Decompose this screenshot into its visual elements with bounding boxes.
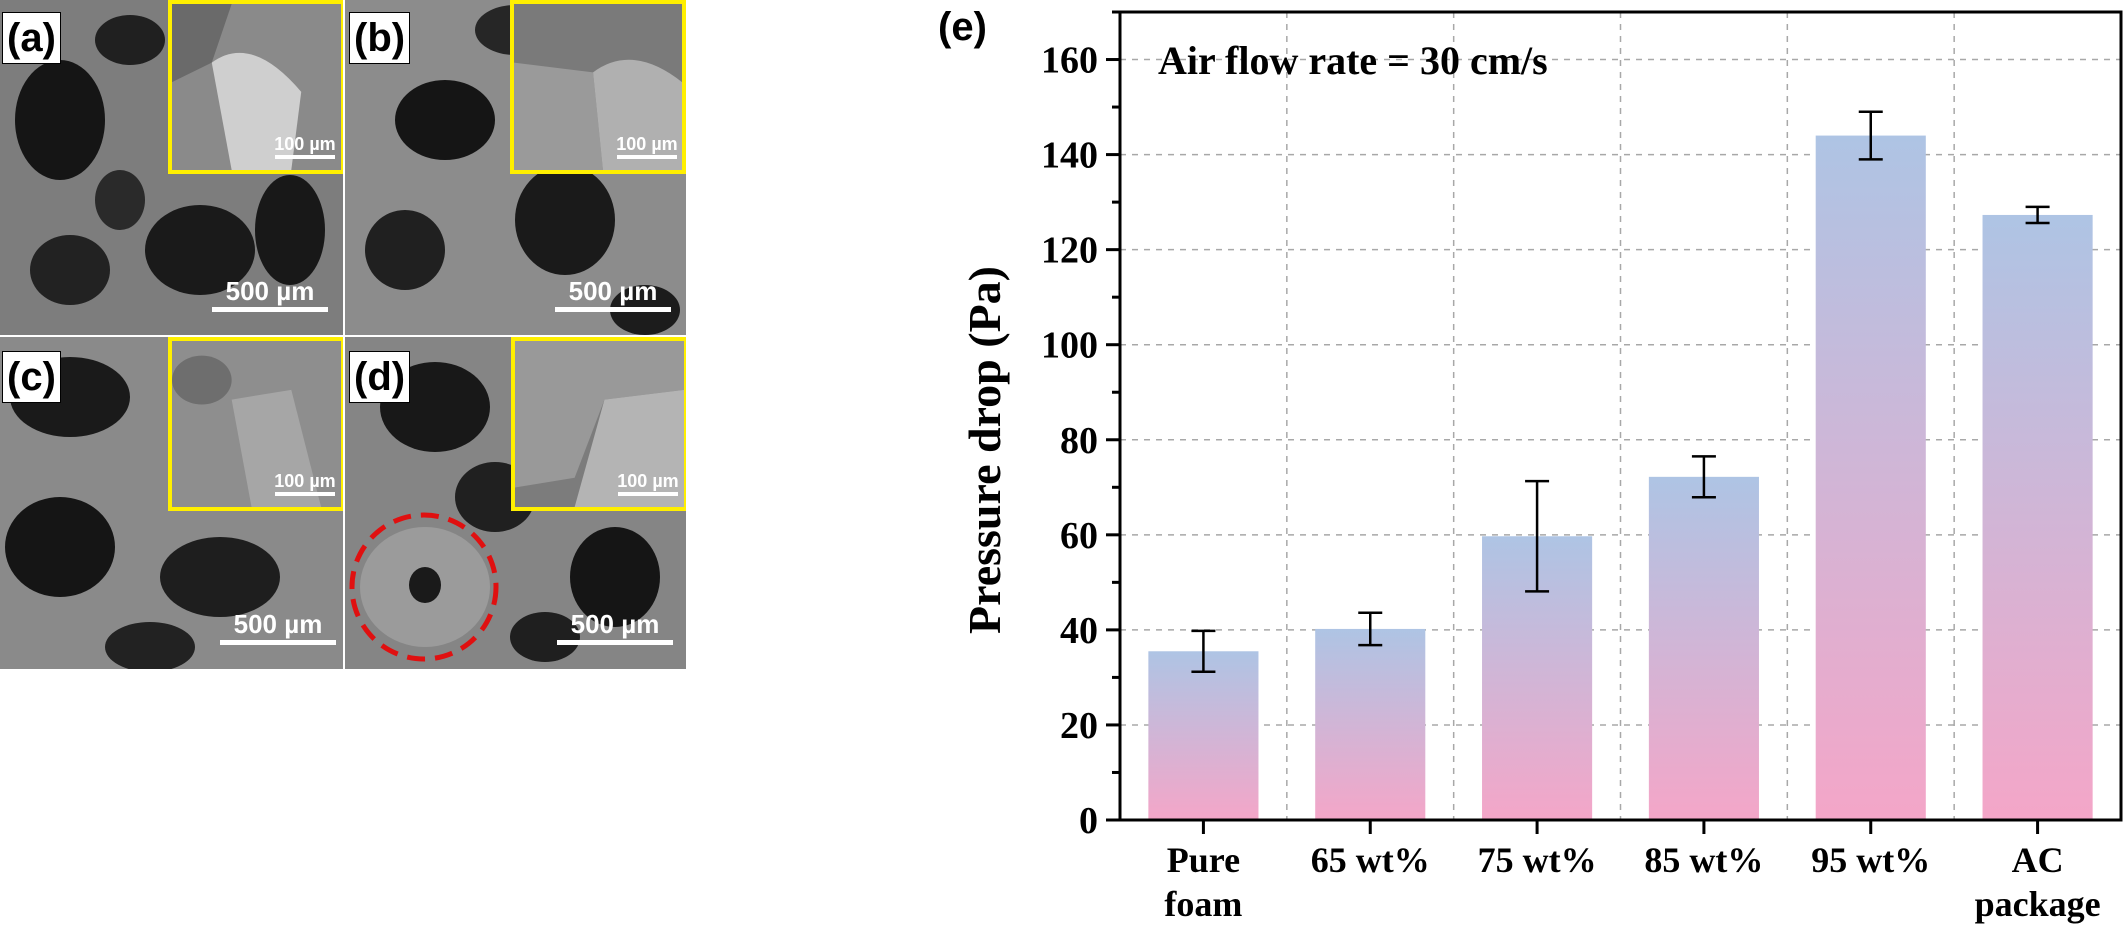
inset-scale-bar-d: 100 µm bbox=[615, 471, 681, 496]
sem-panel-c: (c) 100 µm 500 µm bbox=[0, 337, 343, 669]
main-scale-bar-b: 500 µm bbox=[553, 276, 673, 312]
error-bar bbox=[1858, 110, 1883, 161]
y-tick-label: 0 bbox=[1079, 800, 1098, 842]
main-scale-label: 500 µm bbox=[225, 276, 315, 306]
y-tick-label: 60 bbox=[1060, 515, 1098, 557]
error-bar bbox=[1191, 629, 1216, 673]
main-scale-bar-d: 500 µm bbox=[555, 609, 675, 645]
x-tick-label: Pure bbox=[1167, 840, 1240, 880]
bar bbox=[1315, 628, 1426, 820]
inset-scale-bar-c: 100 µm bbox=[272, 471, 338, 496]
panel-label-d: (d) bbox=[349, 351, 411, 403]
error-bar bbox=[1358, 611, 1383, 647]
inset-texture bbox=[515, 341, 684, 507]
chart-annotation: Air flow rate = 30 cm/s bbox=[1158, 38, 1548, 83]
x-tick-label: 65 wt% bbox=[1311, 840, 1430, 880]
inset-scale-label: 100 µm bbox=[617, 471, 679, 491]
x-tick-label: 75 wt% bbox=[1478, 840, 1597, 880]
y-axis-label: Pressure drop (Pa) bbox=[959, 266, 1010, 634]
y-tick-label: 80 bbox=[1060, 420, 1098, 462]
chart-panel-label: (e) bbox=[940, 5, 987, 49]
y-tick-label: 40 bbox=[1060, 610, 1098, 652]
inset-scale-label: 100 µm bbox=[274, 134, 336, 154]
sem-panel-a: (a) 100 µm 500 µm bbox=[0, 0, 343, 335]
main-scale-bar-a: 500 µm bbox=[210, 276, 330, 312]
inset-d: 100 µm bbox=[511, 337, 686, 511]
inset-scale-bar-a: 100 µm bbox=[272, 134, 338, 159]
bar bbox=[1815, 135, 1926, 820]
sem-panel-d: (d) 100 µm 500 µm bbox=[345, 337, 686, 669]
inset-scale-bar-b: 100 µm bbox=[614, 134, 680, 159]
inset-scale-label: 100 µm bbox=[616, 134, 678, 154]
bar-series bbox=[1148, 110, 2093, 821]
grid-lines bbox=[1120, 12, 2121, 820]
bar bbox=[1148, 651, 1259, 820]
sem-panel-b: (b) 100 µm 500 µm bbox=[345, 0, 686, 335]
y-tick-label: 120 bbox=[1041, 230, 1098, 272]
bar bbox=[1982, 214, 2093, 821]
panel-label-b: (b) bbox=[349, 12, 411, 64]
y-tick-label: 20 bbox=[1060, 705, 1098, 747]
inset-a: 100 µm bbox=[168, 0, 343, 174]
x-tick-label: AC bbox=[2012, 840, 2064, 880]
y-tick-label: 160 bbox=[1041, 40, 1098, 82]
inset-texture bbox=[514, 4, 682, 170]
error-bar bbox=[2025, 205, 2050, 225]
inset-b: 100 µm bbox=[510, 0, 686, 174]
error-bar bbox=[1525, 479, 1550, 593]
inset-c: 100 µm bbox=[168, 337, 343, 511]
plot-frame bbox=[1118, 10, 2123, 822]
bar bbox=[1648, 476, 1759, 820]
inset-texture bbox=[172, 4, 341, 170]
inset-texture bbox=[172, 341, 341, 507]
x-tick-label: 95 wt% bbox=[1811, 840, 1930, 880]
x-tick-label: 85 wt% bbox=[1644, 840, 1763, 880]
y-tick-label: 140 bbox=[1041, 135, 1098, 177]
highlight-circle bbox=[349, 512, 499, 662]
error-bar bbox=[1691, 455, 1716, 499]
x-tick-label: package bbox=[1975, 884, 2101, 924]
main-scale-label: 500 µm bbox=[568, 276, 658, 306]
x-tick-label: foam bbox=[1164, 884, 1242, 924]
inset-scale-label: 100 µm bbox=[274, 471, 336, 491]
panel-label-c: (c) bbox=[2, 351, 61, 403]
main-scale-label: 500 µm bbox=[570, 609, 660, 639]
main-scale-bar-c: 500 µm bbox=[218, 609, 338, 645]
panel-label-a: (a) bbox=[2, 12, 61, 64]
y-tick-label: 100 bbox=[1041, 325, 1098, 367]
main-scale-label: 500 µm bbox=[233, 609, 323, 639]
